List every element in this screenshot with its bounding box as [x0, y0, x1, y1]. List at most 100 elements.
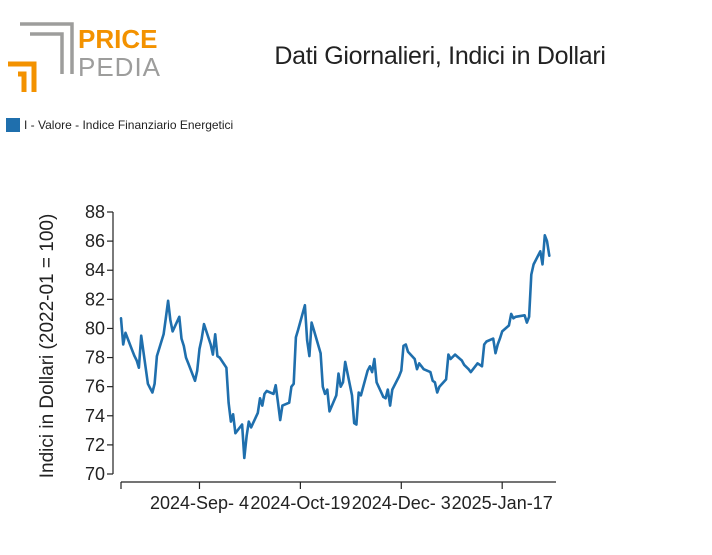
data-point [200, 337, 203, 340]
data-point [463, 363, 466, 366]
legend-swatch [6, 118, 20, 132]
data-point [342, 381, 344, 384]
legend: I - Valore - Indice Finanziario Energeti… [6, 118, 233, 132]
x-tick-label: 2024-Oct-19 [250, 493, 350, 513]
logo-word-price: PRICE [78, 24, 157, 54]
y-tick-label: 76 [85, 377, 105, 397]
data-point [375, 381, 378, 384]
data-point [530, 273, 533, 276]
data-point [306, 339, 309, 342]
data-point [261, 404, 264, 407]
y-tick-label: 74 [85, 406, 105, 426]
data-point [532, 263, 535, 266]
data-point [514, 315, 517, 318]
data-point [137, 366, 140, 369]
data-point [436, 391, 439, 394]
data-point [272, 392, 275, 395]
data-point [234, 432, 237, 435]
data-point [398, 375, 400, 378]
data-point [492, 337, 495, 340]
data-point [467, 368, 470, 371]
data-point [510, 312, 513, 315]
data-point [303, 304, 306, 307]
data-point [265, 390, 268, 392]
x-tick-label: 2024-Dec- 3 [352, 493, 451, 513]
data-point [418, 362, 421, 365]
y-tick-label: 70 [85, 464, 105, 484]
logo-word-pedia: PEDIA [78, 52, 161, 82]
x-tick-label: 2025-Jan-17 [452, 493, 553, 513]
data-point [209, 343, 212, 346]
data-point [310, 321, 313, 324]
data-point [218, 356, 221, 359]
data-point [454, 353, 457, 356]
series-layer [119, 234, 551, 460]
data-point [481, 365, 483, 368]
data-point [344, 360, 347, 363]
data-point [548, 254, 551, 257]
data-point [135, 359, 138, 362]
data-point [225, 366, 228, 369]
x-tick-label: 2024-Sep- 4 [150, 493, 249, 513]
pricepedia-logo: PRICE PEDIA [8, 22, 161, 92]
data-point [247, 420, 250, 423]
data-point [232, 413, 235, 416]
data-point [155, 355, 158, 358]
data-point [153, 382, 156, 385]
data-point [389, 404, 392, 407]
data-point [229, 420, 232, 423]
data-point [501, 330, 504, 333]
data-point [243, 457, 246, 459]
data-point [445, 378, 448, 381]
data-point [373, 358, 376, 360]
data-point [162, 333, 165, 336]
data-point [449, 358, 452, 360]
y-tick-label: 82 [85, 289, 105, 309]
data-point [422, 368, 425, 371]
data-point [292, 382, 295, 385]
data-point [460, 359, 463, 362]
data-point [483, 343, 486, 346]
data-point [494, 352, 497, 355]
data-point [368, 365, 371, 368]
data-point [384, 397, 387, 400]
data-point [194, 379, 196, 382]
data-point [324, 392, 326, 395]
logo-mark [8, 22, 74, 92]
data-point [355, 423, 358, 426]
data-point [496, 343, 499, 346]
data-point [416, 368, 418, 371]
chart-title: Dati Giornalieri, Indici in Dollari [274, 42, 606, 70]
y-tick-label: 88 [85, 202, 105, 222]
data-point [131, 349, 134, 352]
data-point [438, 385, 441, 388]
y-tick-label: 72 [85, 435, 105, 455]
data-point [241, 423, 244, 426]
data-point [478, 363, 481, 366]
data-point [227, 401, 230, 404]
data-point [281, 404, 284, 407]
data-point [476, 362, 479, 365]
data-point [404, 343, 407, 346]
data-point [178, 315, 181, 318]
data-point [133, 355, 136, 358]
data-point [546, 240, 548, 243]
data-point [211, 353, 214, 356]
data-point [339, 385, 342, 388]
data-point [433, 381, 436, 384]
data-point [469, 371, 472, 374]
y-tick-label: 80 [85, 318, 105, 338]
y-tick-label: 86 [85, 231, 105, 251]
data-point [120, 317, 122, 320]
data-point [263, 392, 266, 395]
data-point [259, 397, 261, 400]
data-point [413, 358, 416, 360]
data-point [319, 352, 322, 355]
data-point [528, 315, 531, 318]
data-point [507, 324, 510, 327]
x-axis: 2024-Sep- 4 2024-Oct-19 2024-Dec- 3 2025-Ja… [120, 481, 556, 513]
data-point [386, 388, 389, 391]
data-point [359, 394, 362, 397]
data-point [326, 388, 329, 391]
data-point [279, 419, 282, 422]
